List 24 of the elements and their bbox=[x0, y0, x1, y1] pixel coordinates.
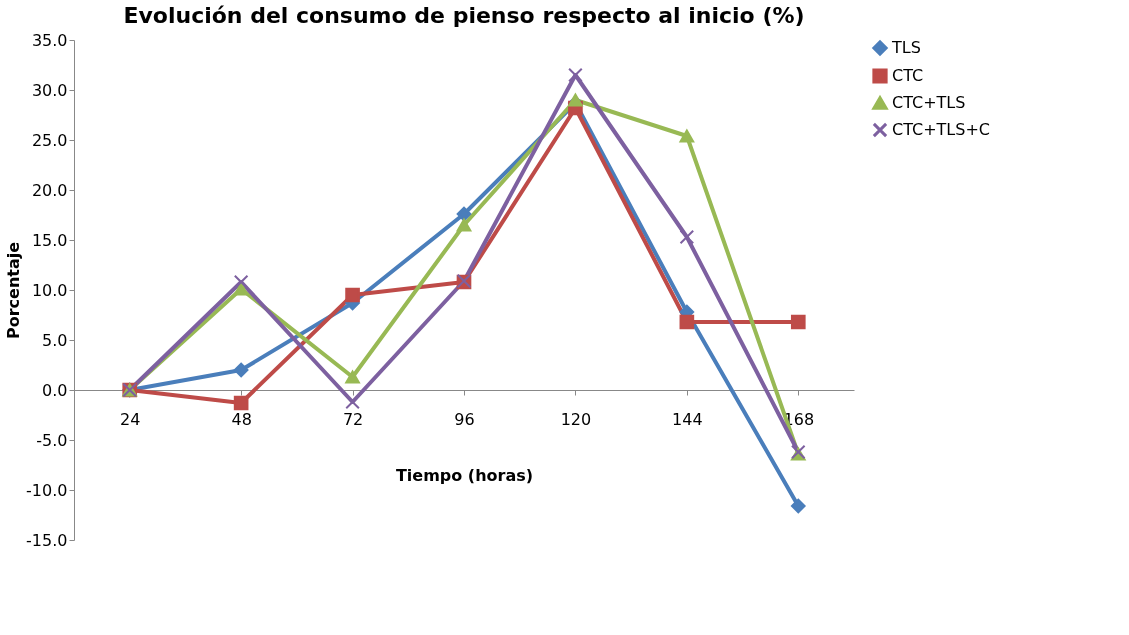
legend-label: CTC+TLS+C bbox=[892, 120, 991, 139]
x-tick-label: 144 bbox=[672, 409, 703, 429]
x-tick-label: 48 bbox=[231, 409, 252, 429]
legend-label: CTC bbox=[892, 66, 924, 85]
y-tick-label: 35.0 bbox=[31, 30, 68, 50]
y-tick-label: 30.0 bbox=[31, 80, 68, 100]
x-axis-title: Tiempo (horas) bbox=[395, 465, 534, 485]
y-axis-title: Porcentaje bbox=[4, 241, 24, 340]
y-tick-label: 5.0 bbox=[42, 330, 68, 350]
y-tick-label: 10.0 bbox=[31, 280, 68, 300]
legend-label: CTC+TLS bbox=[892, 93, 966, 112]
y-tick-label: 20.0 bbox=[31, 180, 68, 200]
x-tick-label: 72 bbox=[342, 409, 364, 429]
y-tick-label: 15.0 bbox=[31, 230, 68, 250]
y-tick-label: 0.0 bbox=[42, 380, 68, 400]
y-tick-label: -10.0 bbox=[26, 480, 68, 500]
x-tick-label: 120 bbox=[560, 409, 592, 429]
x-tick-label: 24 bbox=[120, 409, 141, 429]
y-tick-label: 25.0 bbox=[31, 130, 68, 150]
y-tick-label: -15.0 bbox=[26, 530, 68, 550]
chart-title: Evolución del consumo de pienso respecto al inicio (%) bbox=[123, 3, 805, 28]
y-tick-label: -5.0 bbox=[36, 430, 68, 450]
legend-label: TLS bbox=[891, 38, 921, 57]
x-tick-label: 96 bbox=[454, 409, 475, 429]
